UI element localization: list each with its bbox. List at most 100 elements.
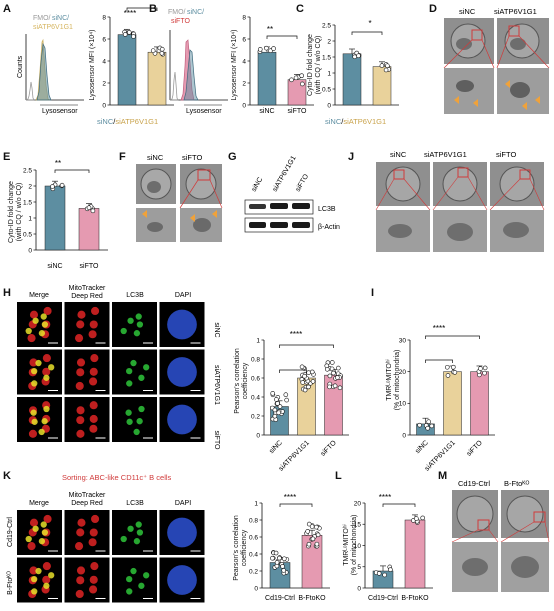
data-point — [275, 401, 280, 406]
data-point — [314, 524, 319, 530]
y-tick-label: 8 — [102, 14, 106, 21]
lc3b-signal — [138, 405, 145, 413]
lc3b-signal — [135, 313, 142, 320]
lc3b-signal — [25, 535, 32, 543]
em-m-mito — [462, 558, 488, 576]
y-tick-label: 1 — [256, 337, 260, 344]
ylabel-l-1: TMRᴸᵒMITOʰⁱ — [342, 524, 350, 566]
lc3b-signal — [130, 567, 137, 575]
mito-signal — [42, 562, 51, 571]
data-point — [452, 370, 458, 375]
data-point — [302, 373, 307, 379]
y-tick-label: 1 — [327, 70, 331, 77]
lc3b-signal — [35, 567, 42, 575]
blot-band — [249, 222, 266, 228]
y-tick-label: 0.8 — [249, 517, 258, 524]
data-point — [302, 387, 308, 393]
panel-letter-a: A — [3, 3, 11, 15]
confocal-tile-lc3b — [112, 557, 157, 603]
bar — [78, 208, 100, 251]
data-point — [299, 364, 305, 370]
panel-b-histogram: FMO/ siNC/ siFTO Lysosensor — [168, 9, 228, 115]
y-tick-label: 30 — [399, 337, 407, 344]
em-m-cell — [506, 495, 544, 533]
data-point — [337, 385, 343, 391]
bar — [257, 51, 277, 106]
lc3b-signal — [126, 588, 133, 595]
mito-signal — [89, 414, 98, 423]
data-point — [273, 550, 279, 556]
em-d-label-1: siNC — [459, 7, 476, 16]
y-tick-label: 2.5 — [23, 167, 32, 174]
blot-band — [292, 203, 310, 209]
mito-signal — [77, 518, 86, 527]
data-point — [425, 425, 430, 431]
em-f-roi — [197, 169, 211, 181]
em-j-roi — [519, 169, 531, 180]
lc3b-signal — [126, 418, 133, 425]
data-point — [270, 391, 276, 396]
lc3b-signal — [43, 405, 50, 413]
mito-signal — [76, 320, 85, 329]
legend-si: siATP6V1G1 — [33, 24, 73, 31]
data-point — [122, 32, 128, 37]
panel-letters: A B C D E F G J H I K L M — [3, 3, 447, 482]
y-tick-label: 0.5 — [23, 231, 32, 238]
panel-letter-e: E — [3, 151, 10, 163]
sorting-title: Sorting: ABC-like CD11c⁺ B cells — [62, 473, 172, 482]
em-j-label: siNC — [390, 150, 407, 159]
col-label-deep-red: Deep Red — [71, 293, 103, 300]
category-label: siFTO — [80, 263, 99, 270]
data-point — [332, 383, 338, 389]
confocal-tile-lc3b — [112, 397, 157, 442]
panel-f-em: siNC siFTO — [136, 153, 223, 242]
mito-signal — [27, 542, 36, 551]
chart-e: 0 0.5 1 1.5 2 2.5 siNC siFTO — [23, 167, 108, 270]
mito-signal — [89, 585, 98, 594]
em-j-label: siATP6V1G1 — [424, 150, 467, 159]
y-tick-label: 2.5 — [322, 22, 331, 29]
data-point — [274, 560, 280, 565]
significance-bracket — [279, 503, 313, 507]
blot-band — [249, 204, 266, 209]
confocal-grid-k — [17, 510, 205, 603]
blot-band — [292, 222, 310, 228]
xlabel-a-part: siATP6V1G1 — [115, 117, 158, 126]
sig-h: **** — [290, 330, 302, 339]
bar — [372, 66, 392, 106]
mito-signal — [29, 358, 38, 367]
lc3b-signal — [48, 364, 55, 371]
lc3b-signal — [126, 575, 133, 583]
em-m-roi — [477, 519, 490, 531]
data-point — [305, 529, 310, 534]
hist-a-ylabel: Counts — [17, 55, 24, 78]
xlabel-a-sep: / — [113, 117, 116, 126]
category-label: siNC — [47, 263, 62, 270]
xlabel-c-sep: / — [341, 117, 344, 126]
y-tick-label: 0 — [256, 432, 260, 439]
lane-label: siNC — [251, 176, 265, 193]
data-point — [126, 30, 132, 35]
em-m-label-2: B-Ftoᴷᴼ — [504, 479, 530, 488]
significance-bracket — [351, 31, 383, 35]
significance-bracket — [126, 7, 158, 11]
panel-letter-d: D — [429, 3, 437, 15]
bar — [147, 51, 167, 106]
data-point — [299, 73, 304, 78]
em-m-label-1: Cd19-Ctrl — [458, 479, 490, 488]
lc3b-signal — [41, 321, 49, 328]
y-tick-label: 10 — [354, 543, 362, 550]
y-tick-label: 0.2 — [249, 568, 258, 575]
row-label: B-Ftoᴷᴼ — [7, 571, 14, 595]
hist-a-fmo — [25, 81, 35, 101]
mito-signal — [76, 566, 86, 575]
category-label: B-FtoKO — [298, 595, 326, 602]
y-tick-label: 1.5 — [23, 199, 32, 206]
mito-signal — [42, 575, 51, 584]
col-label-merge: Merge — [29, 292, 49, 299]
lc3b-signal — [32, 317, 39, 324]
em-f-zoom-lines — [179, 179, 223, 209]
data-point — [289, 77, 294, 83]
y-tick-label: 0.2 — [251, 413, 260, 420]
